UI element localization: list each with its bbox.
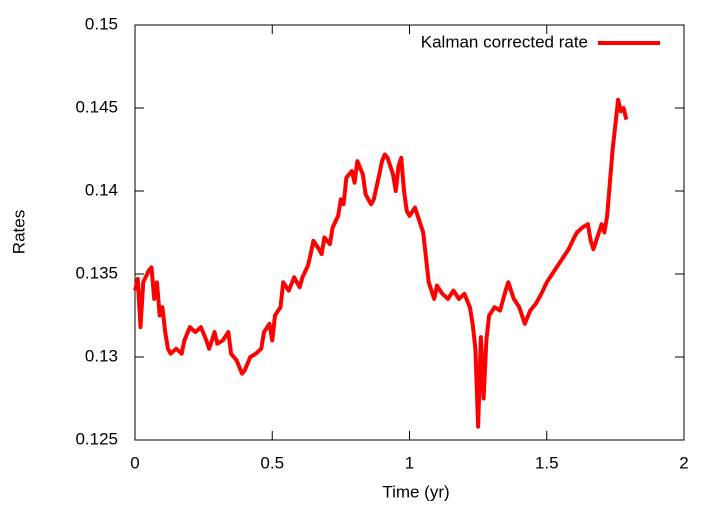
x-tick-label: 1.5 (535, 453, 559, 472)
y-tick-label: 0.145 (75, 97, 118, 116)
y-tick-label: 0.135 (75, 263, 118, 282)
y-tick-label: 0.125 (75, 429, 118, 448)
x-tick-label: 0 (130, 453, 139, 472)
y-tick-label: 0.15 (85, 14, 118, 33)
x-tick-label: 1 (405, 453, 414, 472)
y-tick-label: 0.13 (85, 346, 118, 365)
legend-label: Kalman corrected rate (421, 32, 588, 51)
plot-border (134, 24, 685, 441)
x-tick-label: 0.5 (260, 453, 284, 472)
y-axis-label: Rates (9, 210, 28, 254)
x-tick-label: 2 (679, 453, 688, 472)
y-tick-label: 0.14 (85, 180, 118, 199)
x-axis-label: Time (yr) (382, 482, 449, 501)
data-line (133, 97, 629, 429)
